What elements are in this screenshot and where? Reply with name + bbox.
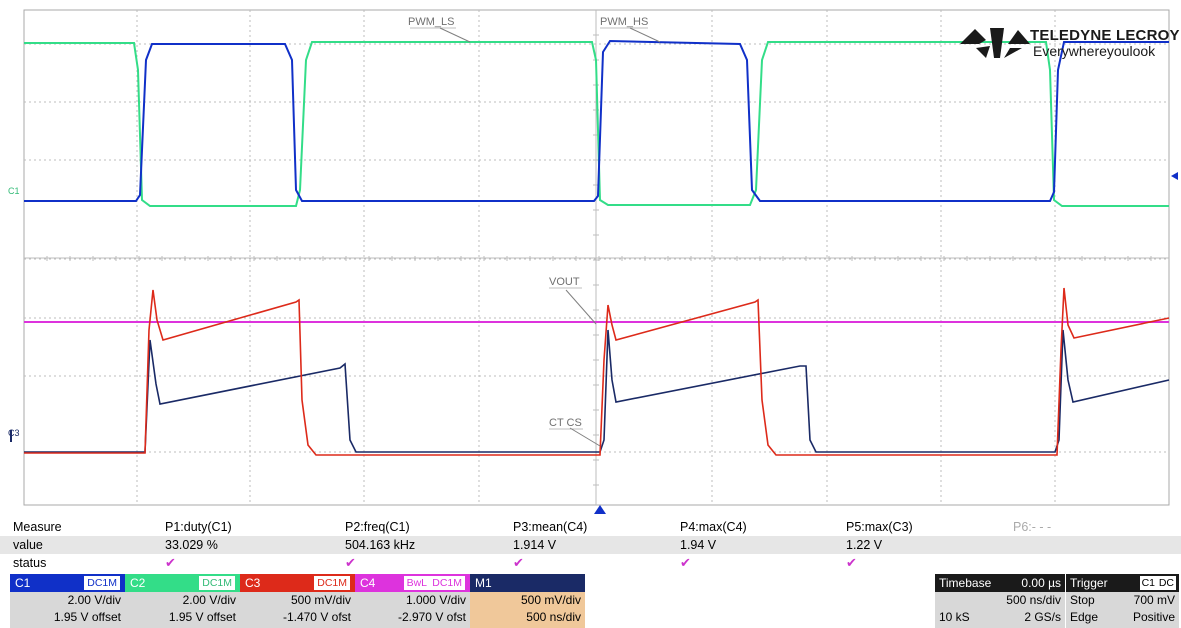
c4-bandwidth-badge: BwL — [403, 576, 430, 590]
c2-coupling-badge: DC1M — [199, 576, 235, 590]
channel-c1-box[interactable]: C1 DC1M 2.00 V/div 1.95 V offset — [10, 574, 125, 628]
channel-c3-box[interactable]: C3 DC1M 500 mV/div -1.470 V ofst — [240, 574, 355, 628]
p4-header[interactable]: P4:max(C4) — [680, 520, 747, 534]
measure-label: Measure — [13, 520, 62, 534]
c4-name: C4 — [360, 576, 376, 590]
trace-pwm-hs — [24, 39, 1169, 202]
trigger-position-icon[interactable] — [594, 505, 606, 514]
p3-header[interactable]: P3:mean(C4) — [513, 520, 588, 534]
math-m1-box[interactable]: M1 500 mV/div 500 ns/div — [470, 574, 585, 628]
p1-status-check-icon: ✔ — [165, 555, 176, 570]
waveform-canvas[interactable]: PWM_LS PWM_HS VOUT CT CS C1 C3 TELEDYNE … — [0, 0, 1181, 516]
c4-scale: 1.000 V/div — [405, 593, 466, 607]
ct-cs-label: CT CS — [549, 417, 582, 429]
brand-tagline: Everywhereyoulook — [1033, 43, 1156, 59]
measure-value-row: value 33.029 % 504.163 kHz 1.914 V 1.94 … — [0, 536, 1181, 554]
timebase-box[interactable]: Timebase 0.00 µs 500 ns/div 10 kS 2 GS/s — [935, 574, 1065, 628]
trace-ct-cs-math — [24, 329, 1170, 453]
p5-header[interactable]: P5:max(C3) — [846, 520, 913, 534]
m1-scale: 500 mV/div — [520, 593, 581, 607]
p1-header[interactable]: P1:duty(C1) — [165, 520, 232, 534]
c4-offset: -2.970 V ofst — [397, 610, 466, 624]
trace-ct-cs — [24, 287, 1170, 456]
teledyne-lecroy-logo: TELEDYNE LECROY Everywhereyoulook — [960, 27, 1180, 59]
p4-status-check-icon: ✔ — [680, 555, 691, 570]
status-label: status — [13, 556, 47, 570]
c1-axis-marker: C1 — [8, 186, 20, 196]
channel-c4-box[interactable]: C4 BwL DC1M 1.000 V/div -2.970 V ofst — [355, 574, 470, 628]
c2-offset: 1.95 V offset — [168, 610, 236, 624]
timebase-per-div: 500 ns/div — [1006, 593, 1061, 607]
m1-name: M1 — [475, 576, 492, 590]
c3-axis-marker: C3 — [8, 428, 20, 438]
p2-status-check-icon: ✔ — [345, 555, 356, 570]
p3-status-check-icon: ✔ — [513, 555, 524, 570]
timebase-delay: 0.00 µs — [1021, 576, 1061, 590]
scope-display: PWM_LS PWM_HS VOUT CT CS C1 C3 TELEDYNE … — [0, 0, 1181, 516]
timebase-rate: 2 GS/s — [1024, 610, 1061, 624]
trigger-type: Edge — [1070, 610, 1099, 624]
p2-header[interactable]: P2:freq(C1) — [345, 520, 410, 534]
brand-name: TELEDYNE LECROY — [1030, 27, 1180, 44]
m1-timebase: 500 ns/div — [526, 610, 581, 624]
measure-header-row: Measure P1:duty(C1) P2:freq(C1) P3:mean(… — [0, 518, 1181, 536]
p3-value: 1.914 V — [513, 538, 557, 552]
c1-name: C1 — [15, 576, 31, 590]
p5-status-check-icon: ✔ — [846, 555, 857, 570]
trace-pwm-ls — [24, 41, 1169, 207]
p1-value: 33.029 % — [165, 538, 218, 552]
c3-scale: 500 mV/div — [290, 593, 351, 607]
p5-value: 1.22 V — [846, 538, 883, 552]
vout-label: VOUT — [549, 276, 580, 288]
measure-status-row: status ✔ ✔ ✔ ✔ ✔ — [0, 554, 1181, 572]
c1-offset: 1.95 V offset — [53, 610, 121, 624]
measure-table: Measure P1:duty(C1) P2:freq(C1) P3:mean(… — [0, 518, 1181, 572]
pwm-hs-label: PWM_HS — [600, 16, 648, 28]
c3-coupling-badge: DC1M — [314, 576, 350, 590]
timebase-samples: 10 kS — [939, 610, 970, 624]
c1-scale: 2.00 V/div — [67, 593, 121, 607]
c4-coupling-badge: DC1M — [429, 576, 465, 590]
pwm-ls-label: PWM_LS — [408, 16, 454, 28]
c3-name: C3 — [245, 576, 261, 590]
trigger-level: 700 mV — [1133, 593, 1175, 607]
trigger-box[interactable]: Trigger C1 DC Stop 700 mV Edge Positive — [1066, 574, 1179, 628]
p4-value: 1.94 V — [680, 538, 717, 552]
channel-c2-box[interactable]: C2 DC1M 2.00 V/div 1.95 V offset — [125, 574, 240, 628]
c2-name: C2 — [130, 576, 146, 590]
timebase-label: Timebase — [939, 576, 992, 590]
trigger-source-badge: C1 — [1139, 576, 1157, 590]
c2-scale: 2.00 V/div — [182, 593, 236, 607]
trigger-coupling-badge: DC — [1156, 576, 1176, 590]
p2-value: 504.163 kHz — [345, 538, 416, 552]
c1-coupling-badge: DC1M — [84, 576, 120, 590]
offset-marker-icon[interactable] — [1171, 172, 1178, 180]
trigger-label: Trigger — [1070, 576, 1108, 590]
trigger-mode: Stop — [1070, 593, 1095, 607]
trigger-slope: Positive — [1132, 610, 1175, 624]
c3-offset: -1.470 V ofst — [282, 610, 351, 624]
p6-header[interactable]: P6:- - - — [1013, 520, 1052, 534]
value-label: value — [13, 538, 43, 552]
